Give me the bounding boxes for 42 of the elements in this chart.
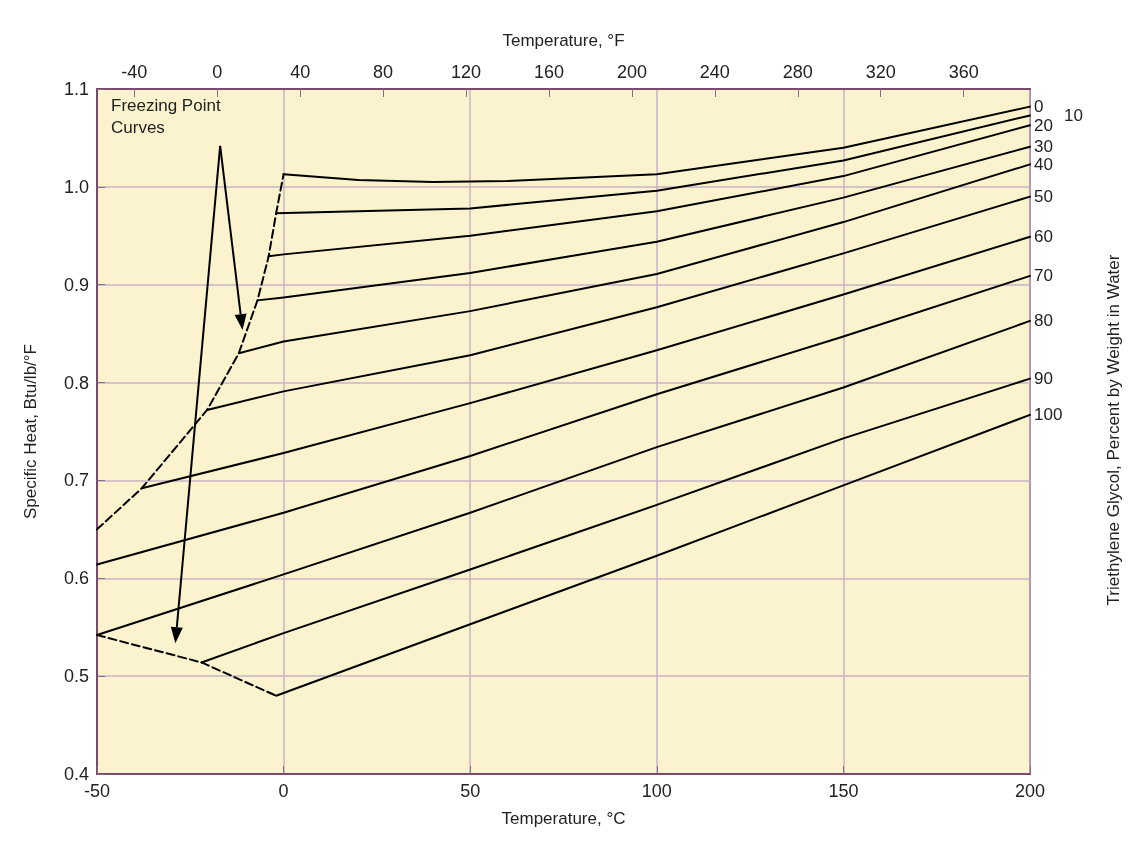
series-label: 50 <box>1034 187 1053 207</box>
y-tick-label: 0.6 <box>63 568 89 589</box>
x2-tick-label: 40 <box>290 62 311 82</box>
y-tick-label: 0.5 <box>63 666 89 687</box>
series-label: 30 <box>1034 137 1053 157</box>
series-label: 100 <box>1034 405 1063 425</box>
series-label: 10 <box>1064 105 1083 125</box>
legend-title: Triethylene Glycol, Percent by Weight in Water <box>1103 254 1123 606</box>
x2-tick-label: 80 <box>373 62 394 82</box>
series-label: 40 <box>1034 154 1053 174</box>
x2-axis-title: Temperature, °F <box>502 31 625 50</box>
y-tick-label: 0.9 <box>63 274 89 295</box>
series-label: 20 <box>1034 115 1053 135</box>
x-tick-label: -50 <box>83 781 111 801</box>
y-tick-label: 1.1 <box>63 79 89 99</box>
x-tick-label: 100 <box>641 781 672 801</box>
y-tick-label: 1.0 <box>63 176 89 197</box>
series-label: 60 <box>1034 227 1053 247</box>
x-tick-label: 50 <box>460 781 481 801</box>
series-label: 0 <box>1034 97 1044 117</box>
line-series <box>96 274 1031 566</box>
series-label: 70 <box>1034 266 1053 286</box>
y-tick-label: 0.7 <box>63 470 89 491</box>
x2-tick-label: 120 <box>451 62 482 82</box>
x2-tick-label: 360 <box>948 62 979 82</box>
x-tick-label: 200 <box>1014 781 1046 801</box>
series-label: 80 <box>1034 311 1053 331</box>
x2-tick-label: 0 <box>212 62 223 82</box>
x2-tick-label: 320 <box>865 62 896 82</box>
x2-tick-label: 200 <box>616 62 647 82</box>
series-label: 90 <box>1034 369 1053 389</box>
y-tick-label: 0.8 <box>63 372 89 393</box>
annotation: Freezing Point Curves <box>111 95 222 140</box>
x2-tick-label: -40 <box>121 62 148 82</box>
x-tick-label: 0 <box>278 781 289 801</box>
x-tick-label: 150 <box>828 781 859 801</box>
y-axis-title: Specific Heat, Btu/lb/°F <box>21 344 40 519</box>
x2-tick-label: 280 <box>782 62 813 82</box>
x-axis-title: Temperature, °C <box>501 809 626 828</box>
x2-tick-label: 160 <box>533 62 565 82</box>
y-tick-label: 0.4 <box>63 764 89 784</box>
x2-tick-label: 240 <box>699 62 730 82</box>
